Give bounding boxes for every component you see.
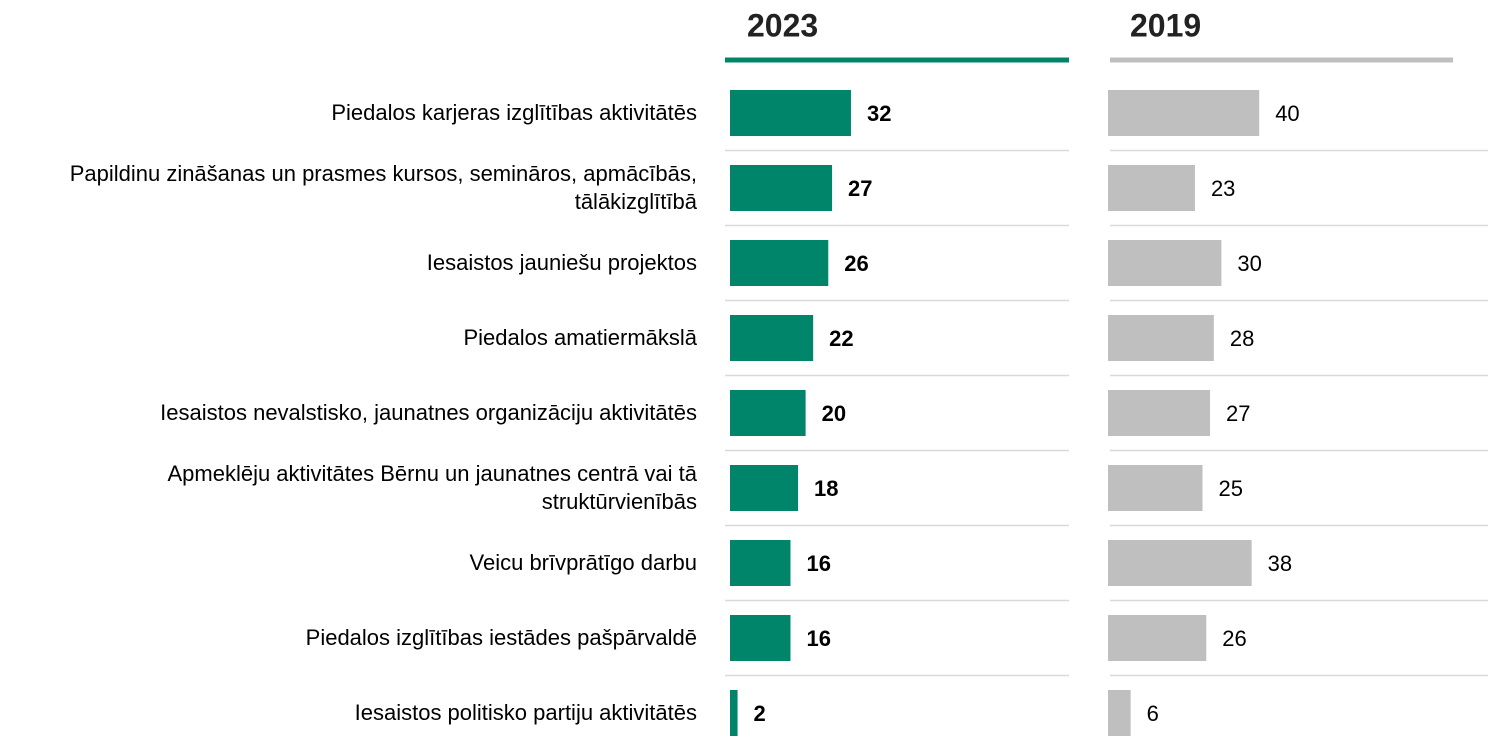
bar [1108,465,1203,511]
category-label: Piedalos karjeras izglītības aktivitātēs [331,100,697,125]
category-label: Veicu brīvprātīgo darbu [469,550,697,575]
value-label: 16 [806,626,830,651]
bar [1108,615,1207,661]
value-label: 20 [822,401,846,426]
bar [1108,90,1260,136]
panel-header: 2019 [1130,7,1201,43]
bar [1108,315,1214,361]
category-label: Iesaistos jauniešu projektos [426,250,697,275]
value-label: 26 [1222,626,1246,651]
value-label: 23 [1211,176,1235,201]
category-label: Piedalos izglītības iestādes pašpārvaldē [305,625,697,650]
value-label: 27 [848,176,872,201]
category-label: Piedalos amatiermākslā [463,325,697,350]
value-label: 16 [806,551,830,576]
value-label: 38 [1268,551,1292,576]
value-label: 18 [814,476,838,501]
bar [730,315,814,361]
bar [1108,390,1211,436]
bar [730,390,806,436]
category-label: Papildinu zināšanas un prasmes kursos, s… [69,161,697,214]
value-label: 40 [1275,101,1299,126]
value-label: 30 [1237,251,1261,276]
value-label: 32 [867,101,891,126]
bar [730,90,851,136]
bar [730,240,829,286]
bar [1108,240,1222,286]
value-label: 28 [1230,326,1254,351]
category-label: Iesaistos nevalstisko, jaunatnes organiz… [160,400,697,425]
value-label: 26 [844,251,868,276]
bar [730,465,799,511]
value-label: 27 [1226,401,1250,426]
value-label: 2 [754,701,766,726]
bar [730,540,791,586]
panel-header: 2023 [747,7,818,43]
bar [730,615,791,661]
bar [1108,165,1195,211]
value-label: 25 [1219,476,1243,501]
bar [1108,690,1131,736]
bar [730,690,738,736]
value-label: 22 [829,326,853,351]
category-label: Apmeklēju aktivitātes Bērnu un jaunatnes… [167,461,697,514]
category-label: Iesaistos politisko partiju aktivitātēs [354,700,697,725]
bar [1108,540,1252,586]
bar [730,165,833,211]
value-label: 6 [1147,701,1159,726]
